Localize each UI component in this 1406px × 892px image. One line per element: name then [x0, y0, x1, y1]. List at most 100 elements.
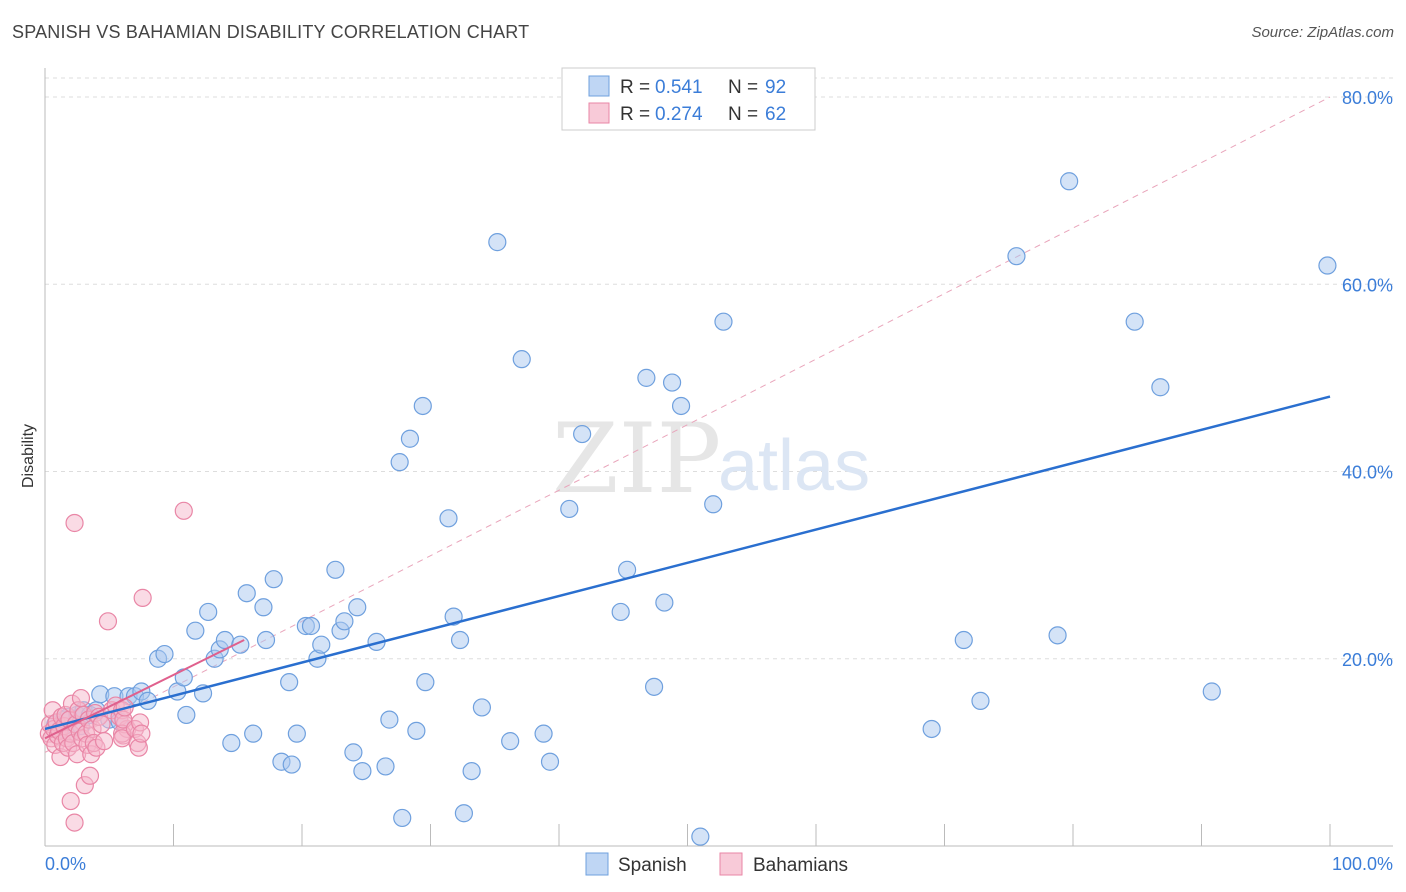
- spanish-point: [954, 630, 973, 650]
- spanish-point: [237, 584, 256, 603]
- y-tick-label-60: 60.0%: [1342, 275, 1393, 295]
- spanish-point: [264, 570, 283, 589]
- spanish-point: [655, 593, 674, 612]
- reference-diagonal-line: [44, 96, 1331, 753]
- spanish-point: [671, 396, 691, 416]
- spanish-point: [714, 312, 733, 331]
- legend-swatch-spanish: [588, 75, 610, 97]
- spanish-point: [444, 607, 463, 626]
- bottom-legend-label-spanish: Spanish: [618, 855, 687, 876]
- grid: [45, 77, 1393, 660]
- spanish-point: [348, 598, 367, 617]
- watermark-zip: ZIP: [552, 403, 721, 515]
- spanish-point: [637, 368, 656, 387]
- spanish-point: [199, 602, 218, 622]
- spanish-point: [450, 630, 470, 650]
- spanish-point: [1125, 312, 1144, 331]
- bahamian-point: [80, 766, 100, 785]
- spanish-point: [413, 396, 432, 416]
- spanish-point: [407, 721, 426, 740]
- spanish-point: [312, 635, 331, 654]
- spanish-point: [472, 698, 491, 717]
- spanish-point: [512, 350, 531, 369]
- y-tick-label-20: 20.0%: [1342, 650, 1393, 670]
- chart-source: Source: ZipAtlas.com: [1251, 24, 1394, 41]
- spanish-point: [540, 752, 560, 771]
- x-tick-label-0: 0.0%: [45, 854, 86, 874]
- spanish-point: [922, 719, 941, 739]
- bahamian-point: [133, 588, 152, 607]
- spanish-point: [326, 560, 345, 579]
- spanish-point: [280, 673, 299, 692]
- trend-lines: [44, 395, 1331, 740]
- spanish-point: [390, 453, 409, 472]
- spanish-point: [256, 630, 276, 650]
- legend-r-label-bahamian: R =: [620, 104, 650, 125]
- bahamian-point: [95, 732, 114, 751]
- bottom-legend-swatch-bahamian: [719, 852, 743, 876]
- bahamian-point: [132, 724, 151, 743]
- legend-n-value-bahamian: 62: [765, 104, 786, 125]
- spanish-point: [344, 743, 363, 762]
- bottom-legend: Spanish Bahamians: [585, 852, 848, 876]
- spanish-point: [177, 705, 196, 725]
- reference-line: [44, 96, 1331, 753]
- tick-labels: 20.0% 40.0% 60.0% 80.0% 0.0% 100.0%: [45, 88, 1393, 874]
- bottom-legend-label-bahamian: Bahamians: [753, 855, 848, 876]
- spanish-point: [1060, 172, 1079, 191]
- spanish-point: [501, 732, 520, 751]
- spanish-point: [644, 677, 664, 696]
- y-tick-label-80: 80.0%: [1342, 88, 1393, 108]
- spanish-point: [454, 804, 474, 823]
- spanish-point: [282, 755, 301, 774]
- bahamian-point: [65, 513, 84, 533]
- spanish-point: [186, 621, 205, 640]
- spanish-point: [1048, 626, 1067, 645]
- spanish-point: [222, 733, 241, 753]
- bahamian-points: [39, 501, 193, 832]
- legend-n-label-spanish: N =: [728, 77, 758, 98]
- spanish-point: [611, 602, 630, 622]
- spanish-point: [662, 373, 682, 392]
- bahamian-point: [61, 791, 80, 811]
- axes: [44, 68, 1393, 847]
- spanish-point: [400, 429, 420, 448]
- spanish-point: [560, 499, 579, 519]
- spanish-point: [704, 495, 723, 514]
- legend: R = 0.541 N = 92 R = 0.274 N = 62: [561, 67, 816, 131]
- watermark-atlas: atlas: [718, 426, 870, 506]
- spanish-point: [971, 691, 990, 710]
- spanish-point: [254, 598, 273, 617]
- spanish-point: [244, 724, 263, 743]
- spanish-point: [534, 724, 553, 743]
- spanish-trend-line: [44, 395, 1331, 731]
- spanish-point: [691, 827, 710, 846]
- watermark: ZIP atlas: [552, 403, 870, 515]
- spanish-point: [301, 616, 321, 636]
- spanish-point: [416, 673, 435, 692]
- spanish-point: [439, 509, 458, 528]
- spanish-point: [376, 757, 395, 776]
- x-tick-label-100: 100.0%: [1332, 854, 1393, 874]
- spanish-point: [335, 612, 354, 631]
- legend-r-value-spanish: 0.541: [655, 77, 703, 98]
- spanish-point: [1318, 256, 1337, 275]
- spanish-point: [353, 761, 372, 781]
- spanish-point: [488, 233, 507, 252]
- bahamian-trend-line: [44, 639, 245, 740]
- bottom-legend-swatch-spanish: [585, 852, 609, 876]
- chart-title: SPANISH VS BAHAMIAN DISABILITY CORRELATI…: [12, 22, 530, 42]
- spanish-point: [155, 644, 174, 664]
- spanish-point: [462, 761, 481, 781]
- spanish-point: [287, 724, 306, 743]
- spanish-point: [231, 635, 250, 654]
- spanish-point: [1202, 682, 1221, 701]
- bahamian-point: [98, 612, 118, 631]
- legend-swatch-bahamian: [588, 102, 610, 124]
- y-tick-label-40: 40.0%: [1342, 463, 1393, 483]
- bahamian-point: [65, 813, 84, 832]
- legend-r-value-bahamian: 0.274: [655, 104, 703, 125]
- spanish-point: [1007, 247, 1026, 266]
- bahamian-point: [71, 688, 91, 708]
